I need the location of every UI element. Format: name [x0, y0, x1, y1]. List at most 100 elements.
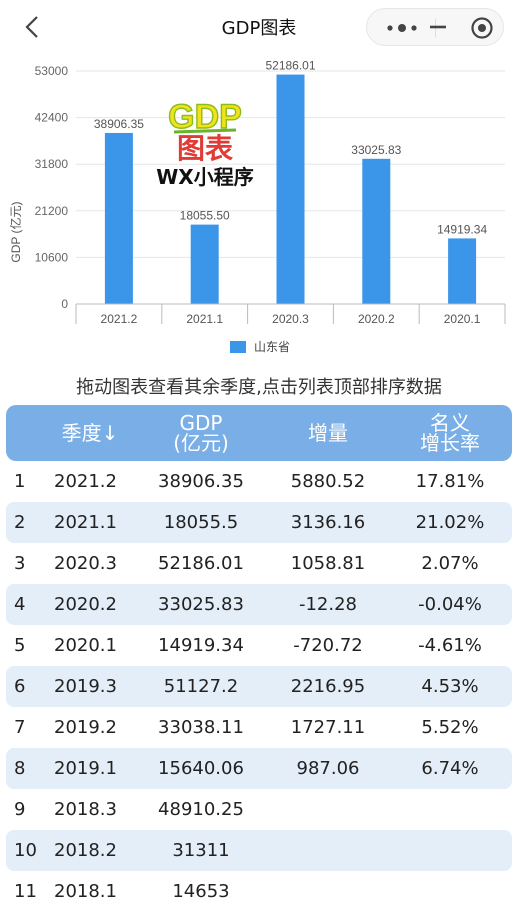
- row-index: 1: [14, 471, 26, 492]
- y-tick-label: 21200: [35, 204, 69, 218]
- row-growth-rate: 6.74%: [421, 758, 479, 779]
- x-tick-label: 2020.1: [444, 312, 481, 326]
- row-increase: -720.72: [293, 635, 363, 656]
- bar-value-label: 38906.35: [94, 117, 144, 131]
- row-gdp: 18055.5: [163, 512, 239, 533]
- bar-2021.2[interactable]: [104, 132, 133, 304]
- bar-2020.3[interactable]: [276, 74, 305, 304]
- table-row[interactable]: 10 2018.2 31311: [6, 830, 512, 871]
- bar-2021.1[interactable]: [190, 224, 219, 304]
- table-row[interactable]: 2 2021.1 18055.5 3136.16 21.02%: [6, 502, 512, 543]
- legend-swatch: [230, 341, 246, 353]
- row-quarter: 2019.3: [54, 676, 117, 697]
- row-increase: 1058.81: [290, 553, 366, 574]
- svg-text:图表: 图表: [177, 132, 233, 165]
- row-growth-rate: 17.81%: [415, 471, 485, 492]
- svg-text:WX小程序: WX小程序: [156, 165, 253, 189]
- row-quarter: 2019.2: [54, 717, 117, 738]
- y-tick-label: 0: [61, 297, 68, 311]
- table-row[interactable]: 4 2020.2 33025.83 -12.28 -0.04%: [6, 584, 512, 625]
- chart-bars: [104, 74, 477, 304]
- bar-2020.2[interactable]: [362, 158, 391, 304]
- x-tick-label: 2021.2: [101, 312, 138, 326]
- row-quarter: 2021.2: [54, 471, 117, 492]
- row-increase: [268, 789, 388, 830]
- legend-label: 山东省: [254, 340, 290, 354]
- row-index: 2: [14, 512, 26, 533]
- row-growth-rate: [388, 789, 512, 830]
- row-growth-rate: -4.61%: [418, 635, 482, 656]
- y-tick-label: 53000: [35, 64, 69, 78]
- row-gdp: 51127.2: [163, 676, 239, 697]
- row-gdp: 52186.01: [158, 553, 244, 574]
- row-growth-rate: [388, 830, 512, 871]
- table-row[interactable]: 8 2019.1 15640.06 987.06 6.74%: [6, 748, 512, 789]
- target-close-icon[interactable]: [443, 9, 499, 47]
- row-quarter: 2020.1: [54, 635, 117, 656]
- drag-hint-text: 拖动图表查看其余季度,点击列表顶部排序数据: [76, 377, 442, 398]
- header-quarter-sort[interactable]: 季度↓: [61, 421, 119, 445]
- header-gdp-line1: GDP: [179, 411, 223, 435]
- bar-value-label: 18055.50: [180, 209, 230, 223]
- chart-legend[interactable]: 山东省: [230, 340, 290, 354]
- table-row[interactable]: 7 2019.2 33038.11 1727.11 5.52%: [6, 707, 512, 748]
- table-row[interactable]: 3 2020.3 52186.01 1058.81 2.07%: [6, 543, 512, 584]
- table-row[interactable]: 1 2021.2 38906.35 5880.52 17.81%: [6, 461, 512, 502]
- row-growth-rate: [388, 871, 512, 912]
- more-dots-icon[interactable]: [377, 9, 427, 47]
- row-index: 7: [14, 717, 26, 738]
- table-row[interactable]: 6 2019.3 51127.2 2216.95 4.53%: [6, 666, 512, 707]
- navigation-bar: GDP图表: [0, 0, 518, 54]
- row-increase: 987.06: [296, 758, 360, 779]
- table-header: 季度↓ GDP (亿元) 增量 名义 增长率: [6, 405, 512, 461]
- back-chevron-icon[interactable]: [20, 14, 46, 40]
- bar-2020.1[interactable]: [448, 238, 477, 304]
- header-gdp-sort[interactable]: GDP (亿元): [146, 405, 256, 461]
- header-increase-sort[interactable]: 增量: [308, 421, 348, 445]
- row-gdp: 48910.25: [158, 799, 244, 820]
- row-index: 10: [14, 840, 37, 861]
- header-gdp-line2: (亿元): [173, 431, 229, 455]
- row-gdp: 33038.11: [158, 717, 244, 738]
- chart-canvas: 53000 42400 31800 21200 10600 0 GDP (亿元) 3890…: [8, 59, 506, 354]
- row-quarter: 2019.1: [54, 758, 117, 779]
- row-gdp: 31311: [172, 840, 230, 861]
- row-quarter: 2018.2: [54, 840, 117, 861]
- row-gdp: 38906.35: [158, 471, 244, 492]
- y-tick-label: 42400: [35, 111, 69, 125]
- bar-value-label: 14919.34: [437, 222, 487, 236]
- row-growth-rate: -0.04%: [418, 594, 482, 615]
- y-axis-label: GDP (亿元): [8, 201, 23, 262]
- row-index: 8: [14, 758, 26, 779]
- x-tick-label: 2020.2: [358, 312, 395, 326]
- table-row[interactable]: 11 2018.1 14653: [6, 871, 512, 912]
- header-rate-line1: 名义: [430, 411, 470, 435]
- row-increase: 1727.11: [290, 717, 366, 738]
- table-row[interactable]: 9 2018.3 48910.25: [6, 789, 512, 830]
- row-increase: [268, 830, 388, 871]
- row-increase: 5880.52: [290, 471, 366, 492]
- table-row[interactable]: 5 2020.1 14919.34 -720.72 -4.61%: [6, 625, 512, 666]
- row-index: 4: [14, 594, 26, 615]
- row-growth-rate: 2.07%: [421, 553, 479, 574]
- header-growth-rate-sort[interactable]: 名义 增长率: [388, 405, 512, 461]
- row-gdp: 14919.34: [158, 635, 244, 656]
- x-tick-label: 2021.1: [186, 312, 223, 326]
- y-tick-label: 31800: [35, 157, 69, 171]
- row-increase: 2216.95: [290, 676, 366, 697]
- row-quarter: 2018.3: [54, 799, 117, 820]
- row-quarter: 2020.3: [54, 553, 117, 574]
- row-increase: -12.28: [298, 594, 358, 615]
- row-index: 9: [14, 799, 26, 820]
- header-rate-line2: 增长率: [420, 431, 480, 455]
- row-growth-rate: 21.02%: [415, 512, 485, 533]
- row-index: 11: [14, 881, 37, 902]
- row-index: 5: [14, 635, 26, 656]
- row-quarter: 2021.1: [54, 512, 117, 533]
- page-title: GDP图表: [221, 18, 297, 39]
- x-axis: 2021.2 2021.1 2020.3 2020.2 2020.1: [75, 303, 506, 326]
- bar-value-label: 33025.83: [351, 143, 401, 157]
- row-increase: 3136.16: [290, 512, 366, 533]
- gdp-bar-chart[interactable]: 53000 42400 31800 21200 10600 0 GDP (亿元) 3890…: [0, 54, 518, 364]
- minimize-icon[interactable]: [428, 17, 448, 37]
